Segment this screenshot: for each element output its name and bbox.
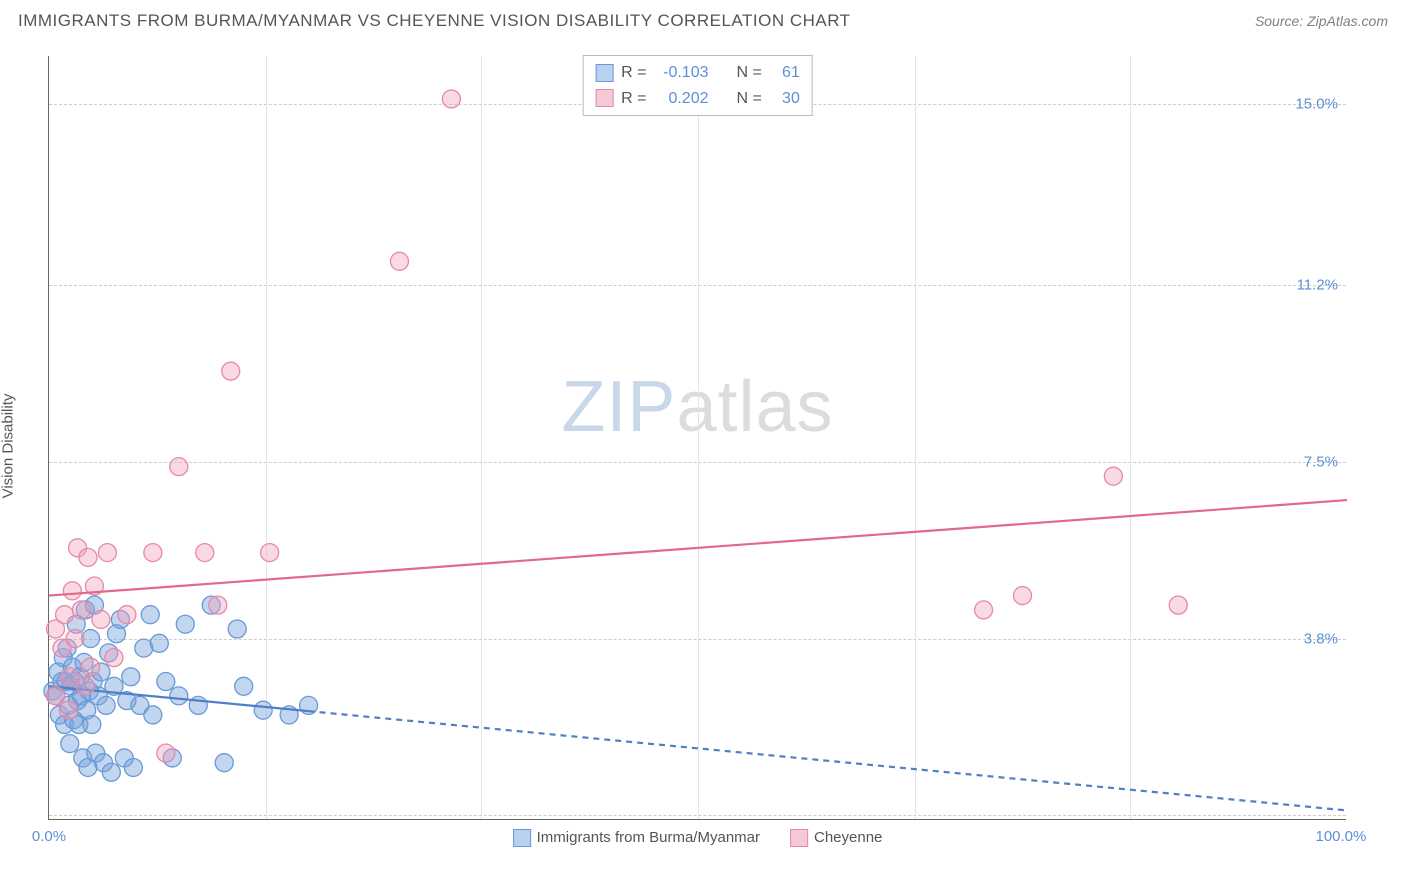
data-point [1169, 596, 1187, 614]
legend-row: R = -0.103 N = 61 [595, 60, 800, 86]
legend-swatch [790, 829, 808, 847]
scatter-plot-svg [49, 56, 1346, 819]
data-point [157, 744, 175, 762]
correlation-legend: R = -0.103 N = 61 R = 0.202 N = 30 [582, 55, 813, 116]
data-point [61, 668, 79, 686]
data-point [144, 544, 162, 562]
chart-plot-area: ZIPatlas R =-0.103N =61R =0.202N =30 3.8… [48, 56, 1346, 820]
data-point [170, 687, 188, 705]
legend-r-label: R = [621, 86, 646, 112]
data-point [170, 458, 188, 476]
data-point [975, 601, 993, 619]
legend-r-value: -0.103 [655, 60, 709, 86]
trend-line [49, 500, 1347, 596]
legend-label: Cheyenne [814, 829, 882, 846]
data-point [118, 606, 136, 624]
data-point [61, 735, 79, 753]
data-point [105, 649, 123, 667]
x-tick-min: 0.0% [32, 828, 66, 845]
data-point [141, 606, 159, 624]
data-point [79, 548, 97, 566]
y-tick-label: 11.2% [1297, 277, 1338, 294]
data-point [235, 677, 253, 695]
data-point [76, 677, 94, 695]
chart-title: IMMIGRANTS FROM BURMA/MYANMAR VS CHEYENN… [18, 11, 851, 31]
data-point [157, 673, 175, 691]
legend-n-value: 30 [770, 86, 800, 112]
data-point [254, 701, 272, 719]
data-point [215, 754, 233, 772]
legend-swatch [595, 64, 613, 82]
data-point [72, 601, 90, 619]
data-point [442, 90, 460, 108]
y-axis-label: Vision Disability [0, 394, 17, 499]
data-point [59, 701, 77, 719]
data-point [209, 596, 227, 614]
legend-n-label: N = [737, 86, 762, 112]
legend-n-value: 61 [770, 60, 800, 86]
data-point [150, 634, 168, 652]
data-point [98, 544, 116, 562]
data-point [1104, 467, 1122, 485]
x-tick-max: 100.0% [1315, 828, 1366, 845]
data-point [56, 606, 74, 624]
data-point [102, 763, 120, 781]
legend-item: Immigrants from Burma/Myanmar [513, 829, 760, 847]
data-point [63, 582, 81, 600]
data-point [390, 252, 408, 270]
data-point [66, 630, 84, 648]
legend-r-label: R = [621, 60, 646, 86]
legend-item: Cheyenne [790, 829, 882, 847]
trend-line-extrapolated [309, 711, 1347, 810]
source-attribution: Source: ZipAtlas.com [1255, 13, 1388, 29]
series-legend: Immigrants from Burma/Myanmar Cheyenne [513, 829, 883, 847]
data-point [83, 716, 101, 734]
data-point [196, 544, 214, 562]
data-point [46, 687, 64, 705]
data-point [261, 544, 279, 562]
legend-n-label: N = [737, 60, 762, 86]
data-point [144, 706, 162, 724]
legend-row: R = 0.202 N = 30 [595, 86, 800, 112]
data-point [222, 362, 240, 380]
data-point [122, 668, 140, 686]
data-point [124, 758, 142, 776]
y-tick-label: 3.8% [1304, 630, 1338, 647]
data-point [97, 696, 115, 714]
legend-label: Immigrants from Burma/Myanmar [537, 829, 760, 846]
legend-swatch [513, 829, 531, 847]
data-point [228, 620, 246, 638]
legend-swatch [595, 89, 613, 107]
y-tick-label: 7.5% [1304, 453, 1338, 470]
data-point [176, 615, 194, 633]
data-point [92, 610, 110, 628]
legend-r-value: 0.202 [655, 86, 709, 112]
y-tick-label: 15.0% [1295, 95, 1338, 112]
data-point [82, 658, 100, 676]
data-point [1014, 587, 1032, 605]
